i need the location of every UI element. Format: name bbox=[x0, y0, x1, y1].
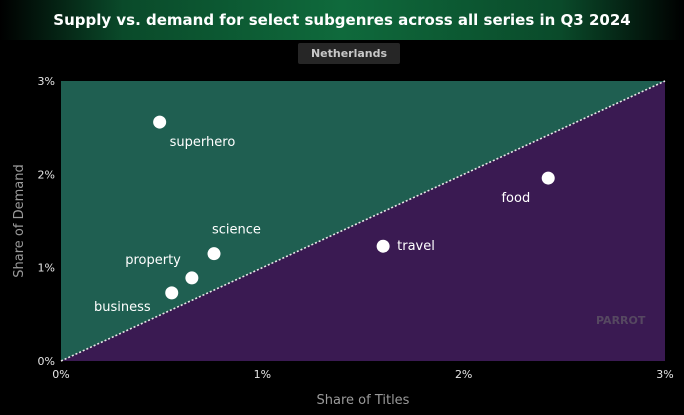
title-bar: Supply vs. demand for select subgenres a… bbox=[0, 0, 684, 40]
x-axis-label: Share of Titles bbox=[317, 393, 410, 408]
y-tick-label: 3% bbox=[38, 75, 55, 88]
y-axis-label: Share of Demand bbox=[12, 164, 27, 277]
y-axis-ticks: 0% 1% 2% 3% bbox=[38, 75, 55, 368]
data-label-superhero: superhero bbox=[170, 135, 236, 150]
parity-line bbox=[60, 80, 666, 362]
region-badge: Netherlands bbox=[298, 43, 400, 64]
y-tick-label: 2% bbox=[38, 168, 55, 181]
data-point-superhero bbox=[153, 115, 167, 129]
data-point-food bbox=[541, 171, 555, 185]
x-axis-ticks: 0% 1% 2% 3% bbox=[52, 368, 673, 381]
data-label-business: business bbox=[94, 300, 151, 315]
y-tick-label: 0% bbox=[38, 355, 55, 368]
data-point-science bbox=[207, 247, 221, 261]
chart-title: Supply vs. demand for select subgenres a… bbox=[53, 11, 631, 29]
data-point-property bbox=[185, 271, 199, 285]
data-label-food: food bbox=[501, 191, 530, 206]
parity-diagonal bbox=[60, 80, 666, 362]
data-label-travel: travel bbox=[397, 239, 435, 254]
data-points: superhero food travel science property busine… bbox=[94, 115, 555, 315]
data-label-property: property bbox=[125, 253, 181, 268]
data-point-travel bbox=[376, 239, 390, 253]
x-tick-label: 0% bbox=[52, 368, 69, 381]
x-tick-label: 3% bbox=[656, 368, 673, 381]
data-point-business bbox=[165, 286, 179, 300]
watermark-text: PARROT bbox=[596, 314, 646, 327]
y-tick-label: 1% bbox=[38, 262, 55, 275]
x-tick-label: 2% bbox=[455, 368, 472, 381]
x-tick-label: 1% bbox=[254, 368, 271, 381]
data-label-science: science bbox=[212, 223, 261, 238]
